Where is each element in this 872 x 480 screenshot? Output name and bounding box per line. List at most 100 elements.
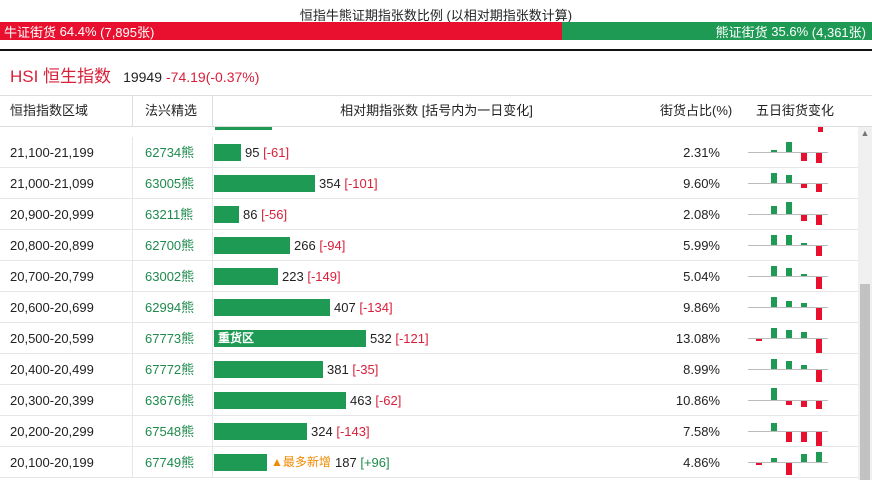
mini-bar bbox=[816, 153, 822, 163]
row-ratio: 2.31% bbox=[683, 145, 720, 160]
mini-bar bbox=[786, 202, 792, 214]
delta-value: [+96] bbox=[360, 455, 390, 470]
ratio-title: 恒指牛熊证期指张数比例 (以相对期指张数计算) bbox=[299, 8, 573, 23]
bear-label: 熊证街货 bbox=[715, 24, 768, 40]
five-day-change-chart bbox=[748, 142, 828, 163]
row-pick-link[interactable]: 67773熊 bbox=[145, 331, 195, 346]
mini-bar bbox=[786, 175, 792, 183]
count-bar bbox=[214, 206, 239, 223]
most-added-tag: ▲最多新增 bbox=[271, 455, 331, 469]
bull-label: 牛证街货 bbox=[4, 24, 57, 40]
mini-bar bbox=[771, 173, 777, 183]
mini-bar bbox=[771, 423, 777, 431]
row-pick-link[interactable]: 63211熊 bbox=[145, 207, 194, 222]
count-bar bbox=[214, 361, 323, 378]
count-value: 95 bbox=[245, 145, 260, 160]
row-pick-link[interactable]: 67749熊 bbox=[145, 455, 195, 470]
row-ratio: 10.86% bbox=[675, 393, 720, 408]
mini-bar bbox=[801, 332, 807, 338]
delta-value: [-134] bbox=[359, 300, 393, 315]
mini-bar bbox=[771, 458, 777, 462]
row-pick-link[interactable]: 62734熊 bbox=[145, 145, 195, 160]
index-summary: HSI 恒生指数 19949 -74.19(-0.37%) bbox=[10, 62, 259, 87]
row-divider bbox=[212, 354, 213, 385]
table-row[interactable]: 20,300-20,399 63676熊 463 [-62] 10.86% bbox=[0, 385, 858, 416]
row-divider bbox=[132, 168, 133, 199]
row-divider bbox=[132, 447, 133, 478]
row-pick-link[interactable]: 63005熊 bbox=[145, 176, 195, 191]
partial-bar bbox=[215, 127, 272, 130]
row-pick-link[interactable]: 63676熊 bbox=[145, 393, 195, 408]
table-row[interactable]: 21,000-21,099 63005熊 354 [-101] 9.60% bbox=[0, 168, 858, 199]
vertical-scrollbar[interactable]: ▲ bbox=[858, 127, 872, 480]
row-pick-link[interactable]: 67548熊 bbox=[145, 424, 195, 439]
scroll-up-arrow-icon[interactable]: ▲ bbox=[860, 128, 870, 138]
table-row[interactable]: 20,600-20,699 62994熊 407 [-134] 9.86% bbox=[0, 292, 858, 323]
section-divider bbox=[0, 49, 872, 51]
table-row[interactable]: 20,800-20,899 62700熊 266 [-94] 5.99% bbox=[0, 230, 858, 261]
row-divider bbox=[212, 261, 213, 292]
delta-value: [-121] bbox=[395, 331, 429, 346]
count-bar bbox=[214, 268, 278, 285]
count-value: 381 bbox=[327, 362, 349, 377]
row-range: 20,300-20,399 bbox=[10, 393, 94, 408]
partial-row-above bbox=[0, 127, 858, 137]
mini-bar bbox=[816, 339, 822, 353]
row-range: 20,200-20,299 bbox=[10, 424, 94, 439]
row-ratio: 13.08% bbox=[675, 331, 720, 346]
row-divider bbox=[132, 416, 133, 447]
mini-bar bbox=[816, 184, 822, 192]
row-ratio: 5.04% bbox=[683, 269, 720, 284]
partial-mini-bar bbox=[818, 127, 823, 132]
delta-value: [-101] bbox=[344, 176, 378, 191]
mini-bar bbox=[801, 184, 807, 188]
row-range: 20,900-20,999 bbox=[10, 207, 94, 222]
count-value: 324 bbox=[311, 424, 333, 439]
table-row[interactable]: 21,100-21,199 62734熊 95 [-61] 2.31% bbox=[0, 137, 858, 168]
scrollbar-thumb[interactable] bbox=[860, 284, 870, 480]
table-row[interactable]: 20,200-20,299 67548熊 324 [-143] 7.58% bbox=[0, 416, 858, 447]
row-range: 20,800-20,899 bbox=[10, 238, 94, 253]
mini-bar bbox=[801, 401, 807, 407]
table-row[interactable]: 20,100-20,199 67749熊 ▲最多新增 187 [+96] 4.86% bbox=[0, 447, 858, 478]
delta-value: [-35] bbox=[352, 362, 379, 377]
count-bar bbox=[214, 175, 315, 192]
row-pick-link[interactable]: 67772熊 bbox=[145, 362, 195, 377]
count-bar bbox=[214, 237, 290, 254]
table-row[interactable]: 20,400-20,499 67772熊 381 [-35] 8.99% bbox=[0, 354, 858, 385]
bull-ratio-segment: 牛证街货 64.4% (7,895张) bbox=[0, 22, 562, 40]
bear-count: (4,361张) bbox=[811, 24, 866, 40]
count-text: 463 [-62] bbox=[350, 385, 401, 416]
table-row[interactable]: 20,700-20,799 63002熊 223 [-149] 5.04% bbox=[0, 261, 858, 292]
column-header-ratio: 街货占比(%) bbox=[660, 103, 733, 118]
column-header-pick: 法兴精选 bbox=[145, 103, 198, 118]
row-divider bbox=[132, 354, 133, 385]
five-day-change-chart bbox=[748, 388, 828, 409]
mini-bar bbox=[786, 463, 792, 475]
delta-value: [-143] bbox=[336, 424, 370, 439]
count-bar bbox=[214, 423, 307, 440]
five-day-change-chart bbox=[748, 328, 828, 353]
row-divider bbox=[212, 199, 213, 230]
mini-bar bbox=[771, 206, 777, 214]
mini-bar bbox=[816, 370, 822, 382]
count-text: 86 [-56] bbox=[243, 199, 287, 230]
delta-value: [-94] bbox=[319, 238, 346, 253]
mini-bar bbox=[786, 361, 792, 369]
table-row[interactable]: 20,900-20,999 63211熊 86 [-56] 2.08% bbox=[0, 199, 858, 230]
count-text: 381 [-35] bbox=[327, 354, 378, 385]
row-pick-link[interactable]: 62994熊 bbox=[145, 300, 195, 315]
row-pick-link[interactable]: 63002熊 bbox=[145, 269, 195, 284]
row-ratio: 4.86% bbox=[683, 455, 720, 470]
mini-bar bbox=[771, 388, 777, 400]
count-bar bbox=[214, 392, 346, 409]
index-name[interactable]: HSI 恒生指数 bbox=[10, 67, 112, 86]
row-pick-link[interactable]: 62700熊 bbox=[145, 238, 195, 253]
five-day-change-chart bbox=[748, 266, 828, 289]
mini-bar bbox=[771, 297, 777, 307]
row-range: 20,100-20,199 bbox=[10, 455, 94, 470]
table-row[interactable]: 20,500-20,599 67773熊 重货区 532 [-121] 13.08% bbox=[0, 323, 858, 354]
count-value: 223 bbox=[282, 269, 304, 284]
delta-value: [-149] bbox=[307, 269, 341, 284]
five-day-change-chart bbox=[748, 359, 828, 382]
